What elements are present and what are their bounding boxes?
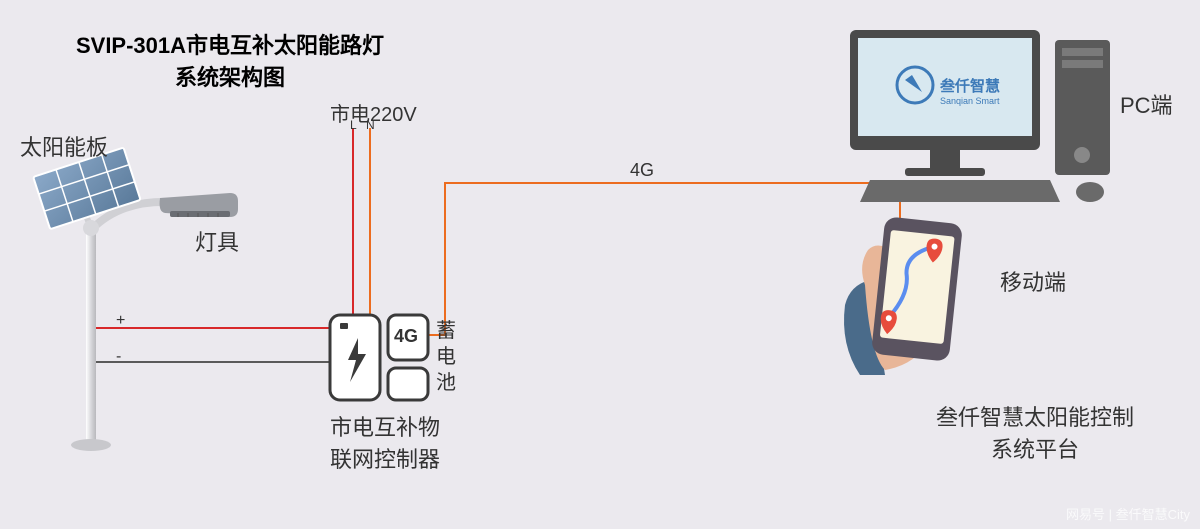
controller-icon (330, 315, 380, 400)
label-wire-l: L (350, 118, 357, 132)
label-solar-panel: 太阳能板 (20, 130, 108, 162)
wire-4g-link (428, 183, 900, 335)
watermark: 网易号 | 叁仟智慧City (1066, 504, 1190, 523)
label-4g-link: 4G (630, 160, 654, 181)
mobile-icon (844, 216, 963, 375)
label-battery: 蓄电池 (436, 318, 456, 396)
monitor-brand-sub: Sanqian Smart (940, 96, 1000, 106)
monitor-brand-text: 叁仟智慧 (940, 75, 1000, 96)
label-pc: PC端 (1120, 88, 1173, 120)
pc-icon (850, 30, 1110, 202)
label-mobile: 移动端 (1000, 265, 1066, 297)
label-controller: 市电互补物 联网控制器 (310, 410, 460, 474)
label-lamp: 灯具 (195, 225, 239, 257)
lamp-icon (160, 193, 238, 217)
label-plus: + (116, 312, 125, 330)
label-minus: - (116, 348, 121, 366)
module-small-box (388, 368, 428, 400)
platform-l1: 叁仟智慧太阳能控制 (905, 400, 1165, 432)
label-platform: 叁仟智慧太阳能控制 系统平台 (905, 400, 1165, 464)
controller-l1: 市电互补物 (310, 410, 460, 442)
platform-l2: 系统平台 (905, 432, 1165, 464)
controller-l2: 联网控制器 (310, 442, 460, 474)
label-4g-module: 4G (394, 326, 418, 347)
monitor-brand: 叁仟智慧 Sanqian Smart (940, 75, 1000, 106)
label-wire-n: N (366, 118, 375, 132)
